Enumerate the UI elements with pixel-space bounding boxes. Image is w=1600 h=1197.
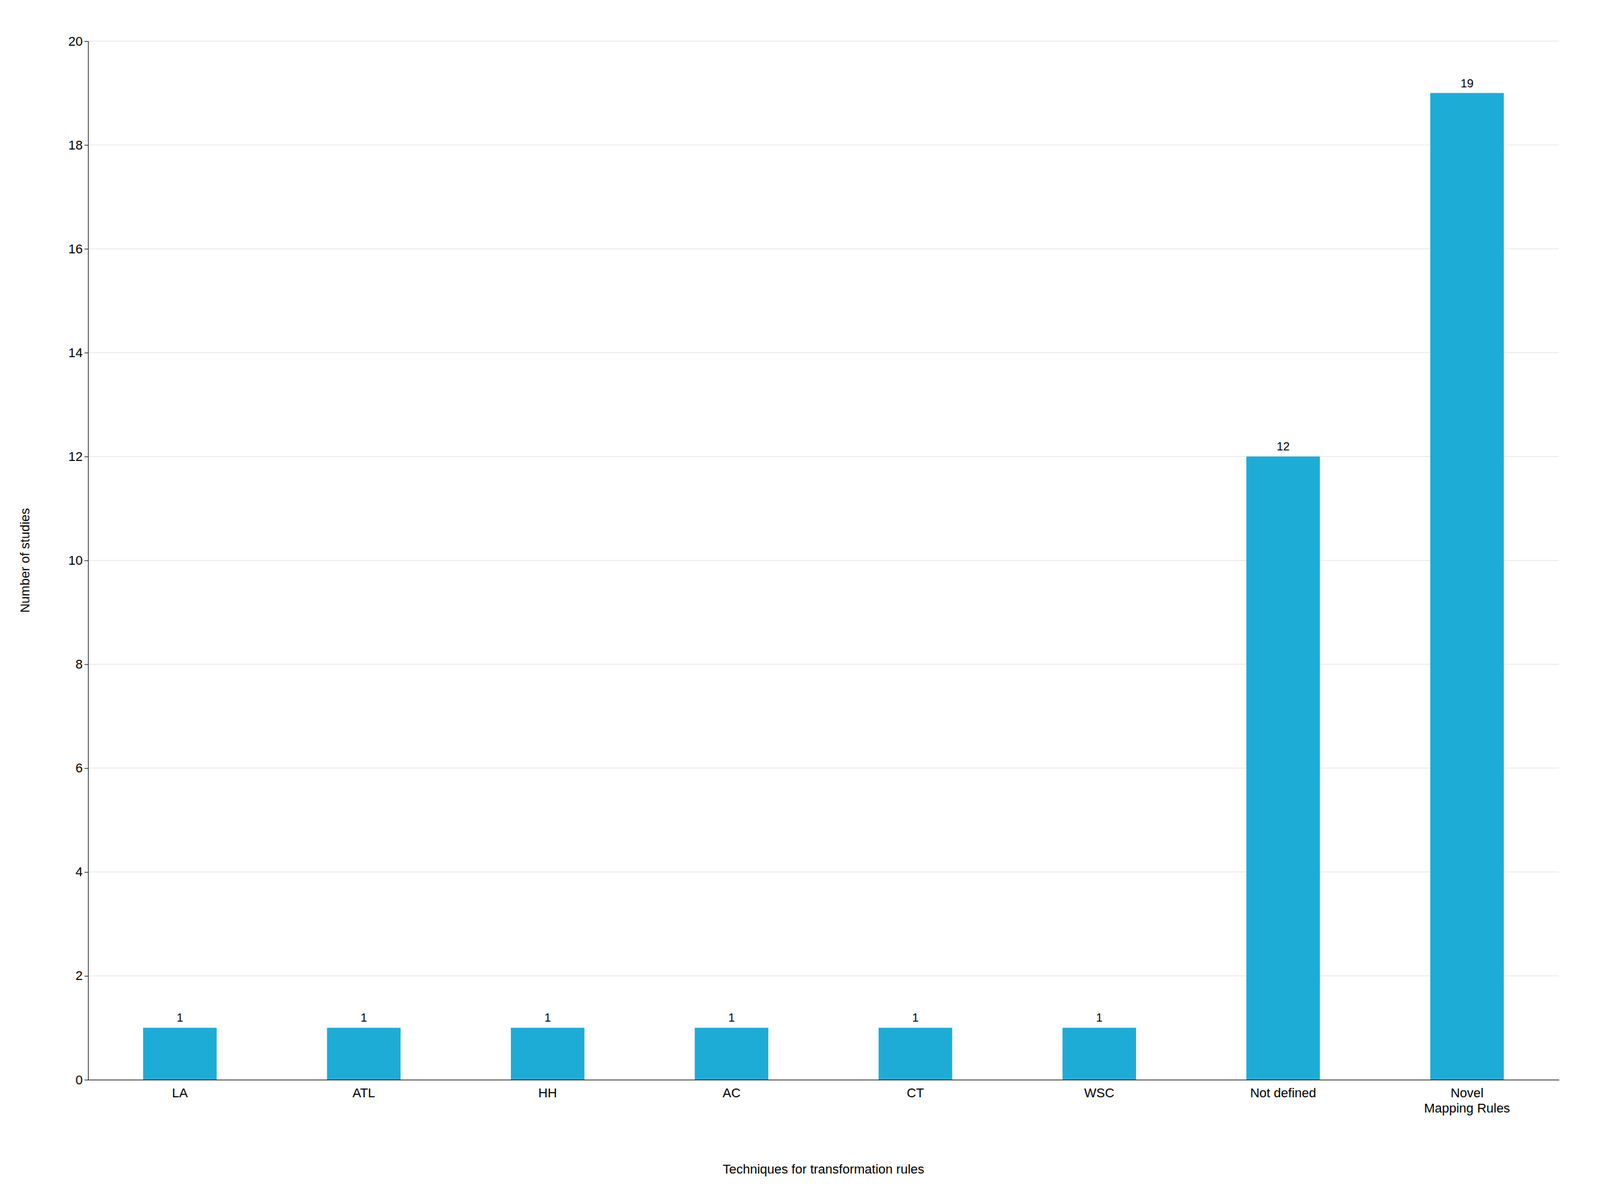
x-tick-label: CT <box>906 1085 924 1101</box>
y-tick-label: 2 <box>75 968 83 983</box>
y-tick-label: 12 <box>68 449 83 464</box>
y-tick: 6 <box>75 760 88 776</box>
y-tick-label: 6 <box>75 760 83 776</box>
data-label: 12 <box>1276 439 1290 453</box>
grid-line <box>87 871 1559 873</box>
chart-svg: 0 2 4 6 8 10 12 14 16 18 20 LA ATL HH AC CT WSC Not defin… <box>0 0 1600 1197</box>
x-tick-label-line: Not defined <box>1249 1085 1317 1101</box>
y-tick-label: 20 <box>68 34 83 49</box>
y-tick: 8 <box>75 656 88 672</box>
data-label: 1 <box>544 1011 551 1025</box>
data-label: 1 <box>912 1011 919 1025</box>
grid-line <box>87 975 1559 976</box>
x-tick: CT <box>906 1085 924 1101</box>
x-tick-label-line: Mapping Rules <box>1424 1100 1511 1116</box>
y-tick-mark <box>84 144 88 146</box>
x-tick-label-line: WSC <box>1084 1085 1115 1101</box>
y-tick: 12 <box>68 449 88 464</box>
data-label: 1 <box>1096 1011 1103 1025</box>
grid-line <box>87 456 1559 457</box>
y-tick-label: 18 <box>68 137 83 153</box>
x-tick: LA <box>171 1085 188 1101</box>
y-tick: 0 <box>75 1072 88 1088</box>
y-axis-line <box>84 41 89 1081</box>
x-axis: LA ATL HH AC CT WSC Not defined NovelMapping Ru… <box>88 1080 1560 1117</box>
grid-line <box>87 352 1559 354</box>
data-labels: 1 1 1 1 1 1 12 19 <box>176 76 1474 1025</box>
bar <box>1062 1027 1137 1080</box>
x-tick-label-line: Novel <box>1450 1085 1484 1101</box>
y-tick-mark <box>84 248 88 250</box>
y-tick-mark <box>84 1079 88 1081</box>
y-tick: 2 <box>75 968 88 983</box>
x-tick-label: WSC <box>1084 1085 1115 1101</box>
x-tick-label: NovelMapping Rules <box>1424 1085 1511 1116</box>
y-tick-mark <box>84 664 88 666</box>
y-tick-mark <box>84 975 88 977</box>
chart-container: 0 2 4 6 8 10 12 14 16 18 20 LA ATL HH AC CT WSC Not defin… <box>0 0 1600 1197</box>
bar <box>327 1027 401 1080</box>
x-tick-label-line: ATL <box>352 1085 376 1101</box>
bar <box>1430 93 1504 1080</box>
x-tick-label-line: AC <box>722 1085 741 1101</box>
y-tick-mark <box>84 768 88 769</box>
y-tick-label: 14 <box>68 345 83 361</box>
grid-line <box>87 41 1559 42</box>
y-tick-mark <box>84 352 88 354</box>
x-tick: WSC <box>1084 1085 1115 1101</box>
x-tick-label: ATL <box>352 1085 376 1101</box>
x-tick-label-line: CT <box>906 1085 924 1101</box>
y-tick: 14 <box>68 345 88 361</box>
y-tick-label: 16 <box>68 241 83 257</box>
x-tick: AC <box>722 1085 741 1101</box>
y-tick-label: 4 <box>75 864 83 880</box>
bar <box>510 1027 585 1080</box>
grid-line <box>87 1079 1559 1081</box>
y-tick-mark <box>84 560 88 562</box>
data-label: 1 <box>360 1011 368 1025</box>
y-tick: 18 <box>68 137 88 153</box>
grid <box>87 41 1559 1080</box>
bar <box>143 1027 217 1080</box>
y-tick-label: 10 <box>68 553 83 568</box>
data-label: 19 <box>1460 76 1474 90</box>
bars <box>143 93 1504 1080</box>
bar <box>695 1027 769 1080</box>
y-tick: 4 <box>75 864 88 880</box>
x-tick: NovelMapping Rules <box>1424 1085 1511 1116</box>
y-tick-label: 0 <box>75 1072 83 1088</box>
x-tick-label-line: HH <box>538 1085 558 1101</box>
x-axis-line <box>88 1079 1560 1081</box>
bar <box>1246 456 1320 1080</box>
grid-line <box>87 663 1559 665</box>
x-tick: ATL <box>352 1085 376 1101</box>
y-tick: 10 <box>68 553 88 568</box>
data-label: 1 <box>176 1011 183 1025</box>
plot: 0 2 4 6 8 10 12 14 16 18 20 LA ATL HH AC CT WSC Not defin… <box>68 34 1560 1116</box>
x-tick: Not defined <box>1249 1085 1317 1101</box>
grid-line <box>87 248 1559 250</box>
x-tick-label-line: LA <box>171 1085 188 1101</box>
grid-line <box>87 767 1559 769</box>
x-axis-title: Techniques for transformation rules <box>722 1161 925 1177</box>
y-axis: 0 2 4 6 8 10 12 14 16 18 20 <box>68 34 89 1088</box>
y-tick-mark <box>84 41 88 42</box>
x-tick-label: Not defined <box>1249 1085 1317 1101</box>
y-tick-label: 8 <box>75 656 83 672</box>
bar <box>878 1027 952 1080</box>
y-tick-mark <box>84 872 88 873</box>
y-tick: 20 <box>68 34 88 49</box>
x-tick-label: LA <box>171 1085 188 1101</box>
data-label: 1 <box>728 1011 735 1025</box>
y-tick-mark <box>84 456 88 457</box>
y-axis-title: Number of studies <box>17 507 33 613</box>
x-tick-label: HH <box>538 1085 558 1101</box>
grid-line <box>87 144 1559 146</box>
y-tick: 16 <box>68 241 88 257</box>
grid-line <box>87 560 1559 561</box>
x-tick: HH <box>538 1085 558 1101</box>
x-tick-label: AC <box>722 1085 741 1101</box>
